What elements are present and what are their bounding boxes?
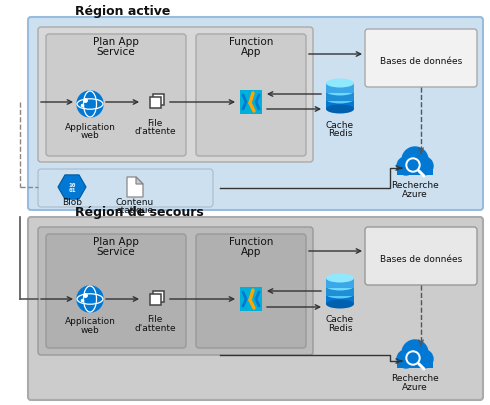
Polygon shape [326,92,354,102]
Circle shape [406,351,420,365]
FancyBboxPatch shape [150,294,161,305]
Text: App: App [241,246,261,256]
Text: Contenu: Contenu [116,198,154,207]
Text: d'attente: d'attente [134,127,176,136]
Ellipse shape [326,274,354,283]
Text: Function: Function [229,237,273,246]
Text: 10
01: 10 01 [68,182,76,193]
Text: Recherche: Recherche [391,181,439,190]
FancyBboxPatch shape [46,35,186,157]
Text: Application: Application [65,122,116,131]
Circle shape [402,148,428,174]
Text: statique: statique [117,206,153,215]
Polygon shape [397,359,433,368]
Text: Azure: Azure [402,190,428,199]
Text: Région de secours: Région de secours [75,206,204,219]
Text: File: File [147,315,163,324]
FancyBboxPatch shape [28,18,483,211]
FancyBboxPatch shape [150,98,161,109]
Ellipse shape [326,79,354,88]
Text: File: File [147,118,163,127]
Circle shape [415,350,433,368]
Text: Plan App: Plan App [93,37,139,47]
Text: Cache: Cache [326,315,354,324]
Ellipse shape [326,87,354,96]
Text: App: App [241,47,261,57]
Polygon shape [240,91,262,115]
Polygon shape [326,294,354,304]
Polygon shape [326,100,354,110]
Circle shape [408,353,418,363]
Ellipse shape [326,300,354,309]
Text: Application: Application [65,317,116,326]
Text: Service: Service [97,246,135,256]
Ellipse shape [326,282,354,291]
Text: Function: Function [229,37,273,47]
Polygon shape [136,177,143,185]
FancyBboxPatch shape [196,234,306,348]
Polygon shape [240,287,262,311]
Text: Recherche: Recherche [391,373,439,383]
Text: d'attente: d'attente [134,324,176,333]
Circle shape [77,286,103,312]
FancyBboxPatch shape [365,228,477,285]
Polygon shape [127,177,143,198]
Circle shape [408,161,418,171]
Circle shape [406,159,420,173]
Circle shape [402,340,428,366]
Polygon shape [397,166,433,175]
Text: Azure: Azure [402,383,428,392]
Circle shape [397,158,415,175]
Circle shape [415,158,433,175]
Ellipse shape [326,105,354,114]
Circle shape [77,92,103,118]
Text: Plan App: Plan App [93,237,139,246]
FancyBboxPatch shape [28,217,483,400]
FancyBboxPatch shape [365,30,477,88]
Text: web: web [81,131,99,140]
FancyBboxPatch shape [153,291,164,302]
Text: Service: Service [97,47,135,57]
FancyBboxPatch shape [38,28,313,162]
FancyBboxPatch shape [196,35,306,157]
Ellipse shape [326,290,354,299]
FancyBboxPatch shape [153,95,164,106]
Polygon shape [326,278,354,288]
Text: Région active: Région active [75,6,171,19]
Text: Redis: Redis [328,324,352,333]
Text: Bases de données: Bases de données [380,255,462,264]
Polygon shape [326,84,354,94]
Text: Cache: Cache [326,120,354,129]
FancyBboxPatch shape [38,228,313,355]
Polygon shape [326,286,354,296]
FancyBboxPatch shape [46,234,186,348]
Circle shape [397,350,415,368]
Text: Bases de données: Bases de données [380,58,462,66]
Ellipse shape [326,95,354,104]
Text: Blob: Blob [62,198,82,207]
Text: web: web [81,326,99,335]
Text: Redis: Redis [328,129,352,138]
FancyBboxPatch shape [38,170,213,207]
